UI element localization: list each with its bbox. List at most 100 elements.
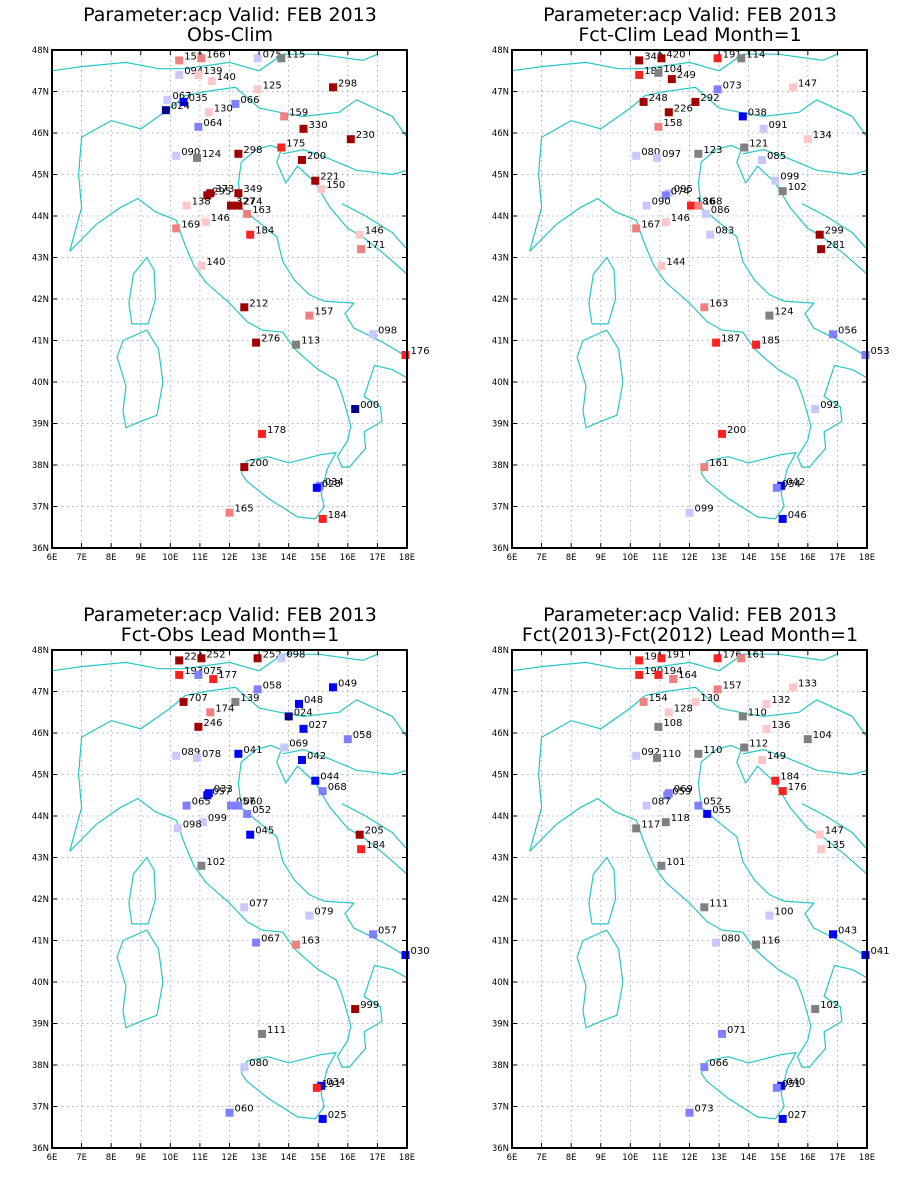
y-tick-label: 43N [492,854,509,864]
station-marker [635,56,644,65]
station-marker [654,122,663,131]
x-tick-label: 9E [135,553,146,563]
station-value-label: 060 [243,797,262,808]
x-tick-label: 12E [681,1153,697,1163]
station-value-label: 163 [709,298,728,309]
station-marker [203,191,212,200]
station-value-label: 057 [236,797,255,808]
station-value-label: 138 [192,197,211,208]
chart-title: Parameter:acp Valid: FEB 2013 [543,604,837,626]
x-tick-label: 13E [251,1153,267,1163]
station-marker [752,940,761,949]
chart-subtitle: Fct-Obs Lead Month=1 [121,624,339,646]
station-value-label: 045 [255,826,274,837]
station-marker [193,153,201,162]
station-value-label: 171 [366,240,385,251]
station-marker [712,938,721,947]
station-value-label: 190 [644,666,663,677]
x-tick-label: 10E [162,1153,178,1163]
station-value-label: 079 [314,907,333,918]
station-value-label: 184 [780,772,799,783]
station-value-label: 042 [307,751,326,762]
y-tick-label: 46N [492,729,509,739]
y-tick-label: 43N [32,854,49,864]
station-marker [240,1063,249,1072]
station-value-label: 071 [727,1025,746,1036]
station-marker [197,54,206,63]
y-tick-label: 37N [492,503,509,513]
station-value-label: 139 [240,693,259,704]
station-marker [700,463,709,472]
x-tick-label: 17E [829,553,845,563]
station-value-label: 252 [206,649,225,660]
station-value-label: 420 [666,49,685,60]
station-value-label: 052 [703,797,722,808]
station-value-label: 104 [663,64,682,75]
x-tick-label: 12E [221,1153,237,1163]
x-tick-label: 14E [281,1153,297,1163]
x-tick-label: 6E [47,553,58,563]
station-value-label: 200 [727,425,746,436]
y-tick-label: 47N [492,688,509,698]
station-value-label: 115 [286,49,305,60]
station-value-label: 167 [641,219,660,230]
x-tick-label: 8E [566,1153,577,1163]
x-tick-label: 7E [536,1153,547,1163]
panel-obs-clim: Parameter:acp Valid: FEB 2013 Obs-Clim 152… [0,0,460,600]
station-value-label: 110 [662,749,681,760]
station-marker [243,209,252,218]
station-marker [738,112,747,121]
station-value-label: 175 [286,139,305,150]
x-tick-label: 11E [652,553,668,563]
station-value-label: 000 [360,400,379,411]
station-marker [639,97,648,106]
station-marker [312,483,321,492]
station-value-label: 046 [788,510,807,521]
y-tick-label: 47N [492,88,509,98]
station-marker [318,787,327,796]
y-tick-label: 46N [492,129,509,139]
x-tick-label: 18E [859,553,875,563]
station-marker [234,149,243,158]
y-tick-label: 47N [32,688,49,698]
x-tick-label: 11E [192,553,208,563]
y-tick-label: 37N [32,503,49,513]
y-tick-label: 46N [32,129,49,139]
station-value-label: 057 [378,925,397,936]
station-value-label: 078 [202,749,221,760]
station-value-label: 128 [674,703,693,714]
station-marker [258,429,266,438]
station-value-label: 246 [203,718,222,729]
station-marker [654,722,663,731]
station-value-label: 064 [203,118,222,129]
x-tick-label: 15E [310,553,326,563]
station-marker [163,95,172,104]
station-marker [632,751,641,760]
station-marker [632,824,641,833]
station-value-label: 058 [263,680,282,691]
station-marker [861,351,870,359]
y-tick-label: 40N [32,978,49,988]
station-value-label: 024 [171,101,190,112]
station-marker [713,85,722,94]
x-tick-label: 12E [681,553,697,563]
map-plot: Parameter:acp Valid: FEB 2013Fct(2013)-F… [492,604,890,1163]
station-value-label: 027 [309,720,328,731]
station-marker [740,743,749,752]
y-tick-label: 41N [492,337,509,347]
station-marker [815,830,824,839]
chart-subtitle: Fct-Clim Lead Month=1 [578,24,801,46]
station-value-label: 111 [709,898,728,909]
station-value-label: 168 [703,197,722,208]
station-value-label: 058 [353,730,372,741]
station-marker [817,245,826,254]
x-tick-label: 15E [310,1153,326,1163]
x-tick-label: 11E [652,1153,668,1163]
station-value-label: 042 [786,477,805,488]
station-marker [280,112,289,121]
station-value-label: 040 [786,1077,805,1088]
station-marker [318,514,327,523]
